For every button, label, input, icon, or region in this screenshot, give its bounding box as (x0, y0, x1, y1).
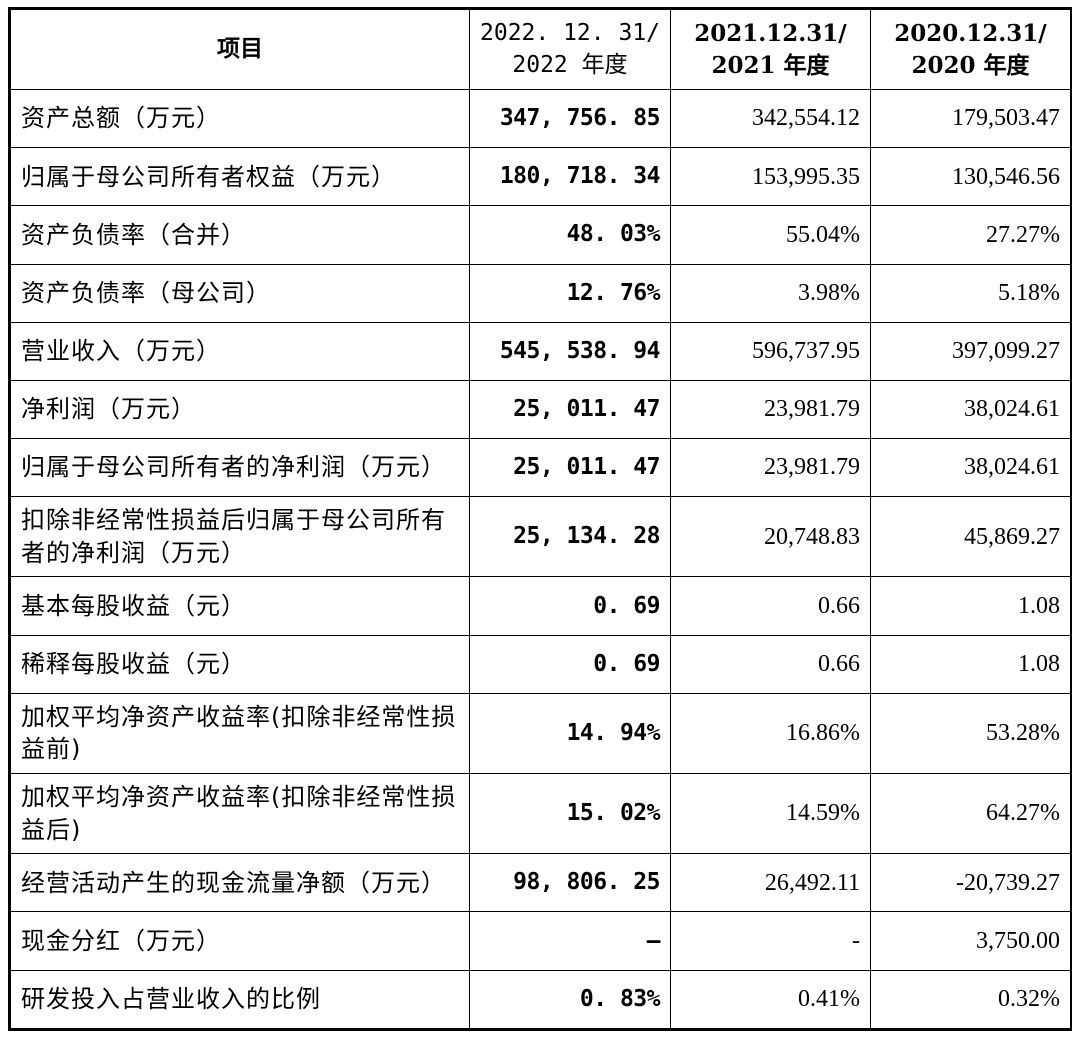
table-row: 加权平均净资产收益率(扣除非经常性损益后) 15. 02% 14.59% 64.… (10, 773, 1071, 855)
value-2020: 130,546.56 (870, 147, 1071, 207)
value-2021: 14.59% (670, 773, 871, 855)
value-2021: 153,995.35 (670, 147, 871, 207)
value-2020: 5.18% (870, 263, 1071, 323)
value-2021: 26,492.11 (670, 853, 871, 913)
value-2022: 545, 538. 94 (469, 321, 671, 381)
header-2022-date: 2022. 12. 31/ (480, 20, 661, 47)
financial-table-frame: 项目 2022. 12. 31/ 2022 年度 2021.12.31/ 202… (8, 7, 1072, 1031)
value-2020: 38,024.61 (870, 438, 1071, 498)
row-label: 现金分红（万元） (10, 911, 470, 971)
row-label: 归属于母公司所有者权益（万元） (10, 147, 470, 207)
value-2020: 45,869.27 (870, 496, 1071, 578)
value-2020: 179,503.47 (870, 88, 1071, 149)
row-label: 研发投入占营业收入的比例 (10, 969, 470, 1030)
value-2021: 0.66 (670, 576, 871, 636)
table-row: 资产负债率（合并） 48. 03% 55.04% 27.27% (10, 205, 1071, 265)
value-2021: 20,748.83 (670, 496, 871, 578)
financial-summary-table: 项目 2022. 12. 31/ 2022 年度 2021.12.31/ 202… (10, 9, 1071, 1030)
table-row: 扣除非经常性损益后归属于母公司所有者的净利润（万元） 25, 134. 28 2… (10, 496, 1071, 578)
value-2022: 25, 011. 47 (469, 379, 671, 440)
header-2021: 2021.12.31/ 2021 年度 (670, 9, 871, 90)
table-row: 现金分红（万元） – - 3,750.00 (10, 911, 1071, 971)
value-2022: 98, 806. 25 (469, 853, 671, 913)
value-2020: -20,739.27 (870, 853, 1071, 913)
header-2022-year: 2022 年度 (512, 51, 628, 78)
header-2020-date: 2020.12.31/ (894, 20, 1047, 48)
value-2021: 16.86% (670, 692, 871, 775)
value-2022: 25, 134. 28 (469, 496, 671, 578)
table-row: 资产负债率（母公司） 12. 76% 3.98% 5.18% (10, 263, 1071, 323)
value-2020: 27.27% (870, 205, 1071, 265)
value-2020: 38,024.61 (870, 379, 1071, 440)
value-2020: 1.08 (870, 634, 1071, 694)
value-2022: 15. 02% (469, 773, 671, 855)
value-2022: 180, 718. 34 (469, 147, 671, 207)
header-item: 项目 (10, 9, 470, 90)
table-row: 营业收入（万元） 545, 538. 94 596,737.95 397,099… (10, 321, 1071, 381)
row-label: 资产负债率（母公司） (10, 263, 470, 323)
value-2021: - (670, 911, 871, 971)
value-2022: 25, 011. 47 (469, 438, 671, 498)
header-2022: 2022. 12. 31/ 2022 年度 (469, 9, 671, 90)
row-label: 经营活动产生的现金流量净额（万元） (10, 853, 470, 913)
value-2021: 0.41% (670, 969, 871, 1030)
header-2020: 2020.12.31/ 2020 年度 (870, 9, 1071, 90)
value-2020: 3,750.00 (870, 911, 1071, 971)
table-row: 经营活动产生的现金流量净额（万元） 98, 806. 25 26,492.11 … (10, 853, 1071, 913)
row-label: 归属于母公司所有者的净利润（万元） (10, 438, 470, 498)
value-2022: 0. 83% (469, 969, 671, 1030)
value-2020: 397,099.27 (870, 321, 1071, 381)
value-2020: 53.28% (870, 692, 1071, 775)
value-2020: 64.27% (870, 773, 1071, 855)
value-2021: 342,554.12 (670, 88, 871, 149)
value-2021: 23,981.79 (670, 379, 871, 440)
header-2021-date: 2021.12.31/ (694, 20, 847, 48)
row-label: 基本每股收益（元） (10, 576, 470, 636)
table-row: 加权平均净资产收益率(扣除非经常性损益前) 14. 94% 16.86% 53.… (10, 692, 1071, 775)
table-row: 研发投入占营业收入的比例 0. 83% 0.41% 0.32% (10, 969, 1071, 1030)
row-label: 营业收入（万元） (10, 321, 470, 381)
table-row: 资产总额（万元） 347, 756. 85 342,554.12 179,503… (10, 88, 1071, 149)
row-label: 资产负债率（合并） (10, 205, 470, 265)
value-2021: 596,737.95 (670, 321, 871, 381)
value-2022: 48. 03% (469, 205, 671, 265)
value-2020: 1.08 (870, 576, 1071, 636)
value-2022: 0. 69 (469, 634, 671, 694)
header-2020-year: 2020 年度 (911, 51, 1030, 79)
value-2022: – (469, 911, 671, 971)
value-2021: 23,981.79 (670, 438, 871, 498)
table-row: 基本每股收益（元） 0. 69 0.66 1.08 (10, 576, 1071, 636)
row-label: 扣除非经常性损益后归属于母公司所有者的净利润（万元） (10, 496, 470, 578)
table-row: 净利润（万元） 25, 011. 47 23,981.79 38,024.61 (10, 379, 1071, 440)
value-2020: 0.32% (870, 969, 1071, 1030)
table-row: 归属于母公司所有者的净利润（万元） 25, 011. 47 23,981.79 … (10, 438, 1071, 498)
row-label: 资产总额（万元） (10, 88, 470, 149)
header-2021-year: 2021 年度 (711, 51, 830, 79)
row-label: 加权平均净资产收益率(扣除非经常性损益后) (10, 773, 470, 855)
value-2022: 347, 756. 85 (469, 88, 671, 149)
value-2021: 55.04% (670, 205, 871, 265)
row-label: 净利润（万元） (10, 379, 470, 440)
table-header-row: 项目 2022. 12. 31/ 2022 年度 2021.12.31/ 202… (10, 9, 1071, 90)
row-label: 稀释每股收益（元） (10, 634, 470, 694)
value-2022: 14. 94% (469, 692, 671, 775)
value-2022: 12. 76% (469, 263, 671, 323)
value-2022: 0. 69 (469, 576, 671, 636)
row-label: 加权平均净资产收益率(扣除非经常性损益前) (10, 692, 470, 775)
table-row: 归属于母公司所有者权益（万元） 180, 718. 34 153,995.35 … (10, 147, 1071, 207)
value-2021: 0.66 (670, 634, 871, 694)
table-row: 稀释每股收益（元） 0. 69 0.66 1.08 (10, 634, 1071, 694)
value-2021: 3.98% (670, 263, 871, 323)
